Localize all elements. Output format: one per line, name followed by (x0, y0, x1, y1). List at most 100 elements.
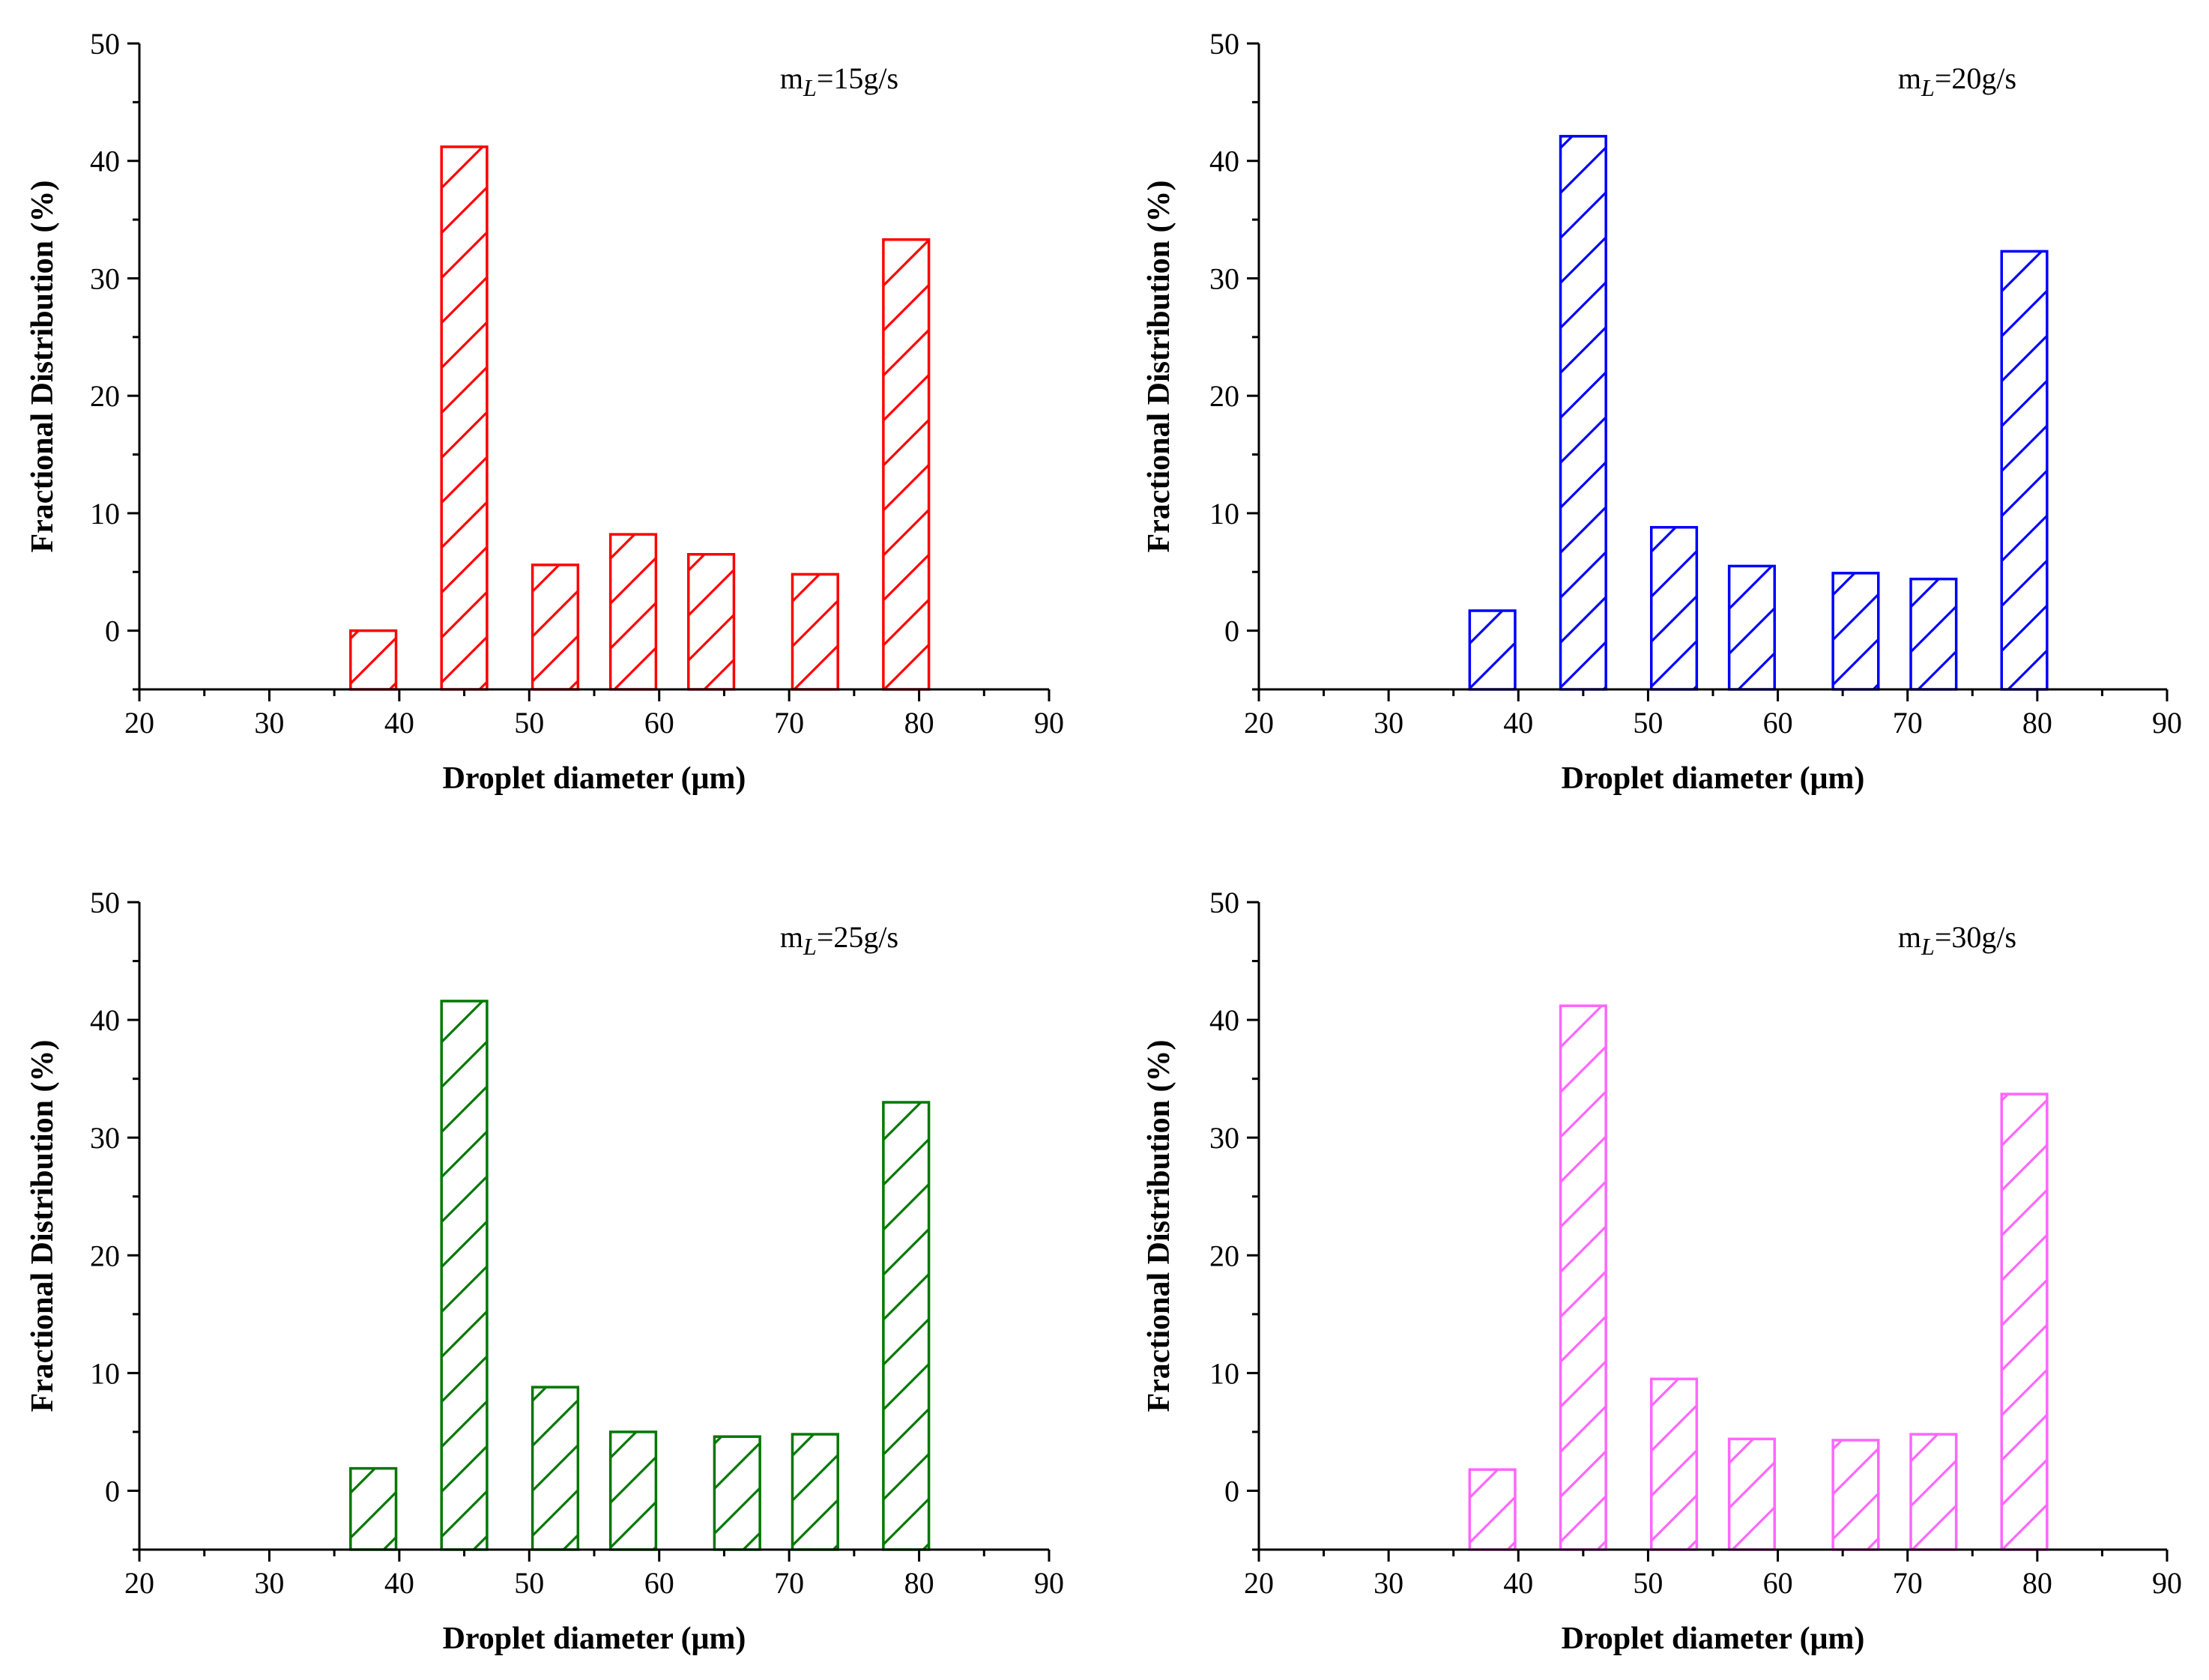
bar-top-right-1 (1559, 135, 1607, 691)
x-tick-label: 50 (514, 1566, 544, 1600)
x-tick-label: 90 (2152, 706, 2182, 740)
panel-label-subscript: L (1921, 74, 1935, 101)
x-tick-label: 20 (1244, 1566, 1274, 1600)
x-tick-label: 80 (2022, 1566, 2052, 1600)
x-tick-label: 60 (1763, 1566, 1793, 1600)
y-tick-label: 50 (1209, 886, 1239, 919)
bar-top-left-1 (440, 145, 489, 691)
bar-bottom-left-2 (531, 1386, 580, 1551)
x-tick-label: 60 (644, 706, 674, 740)
y-axis-title: Fractional Distribution (%) (1142, 181, 1176, 553)
y-tick-label: 50 (90, 886, 120, 919)
bar-top-left-5 (791, 572, 839, 691)
panel-label-prefix: m (780, 920, 803, 954)
y-tick-label: 20 (90, 1239, 120, 1272)
y-tick-label: 30 (90, 1121, 120, 1155)
panel-label-subscript: L (1921, 933, 1935, 960)
panel-label-subscript: L (803, 933, 817, 960)
y-tick-label: 0 (1224, 614, 1239, 648)
panel-label: mL=15g/s (780, 61, 898, 101)
panel-label-prefix: m (1898, 61, 1921, 95)
x-axis-title: Droplet diameter (μm) (1562, 1622, 1865, 1656)
bar-top-left-4 (686, 553, 736, 691)
bar-bottom-left-6 (882, 1101, 931, 1551)
panel-label-prefix: m (1898, 920, 1921, 954)
x-tick-label: 30 (1374, 706, 1403, 740)
x-tick-label: 60 (644, 1566, 674, 1600)
x-tick-label: 50 (1633, 1566, 1663, 1600)
x-tick-label: 60 (1763, 706, 1793, 740)
y-tick-label: 40 (90, 1003, 120, 1037)
bar-bottom-right-3 (1727, 1437, 1776, 1551)
y-tick-label: 0 (105, 1474, 120, 1508)
bar-top-right-5 (1909, 577, 1958, 691)
x-tick-label: 70 (1893, 1566, 1923, 1600)
x-axis-title: Droplet diameter (μm) (1562, 761, 1865, 796)
panel-label: mL=20g/s (1898, 61, 2016, 101)
y-axis-title: Fractional Distribution (%) (25, 181, 60, 553)
bar-bottom-left-1 (440, 1000, 489, 1551)
y-tick-label: 10 (1209, 1356, 1239, 1390)
x-tick-label: 90 (1034, 1566, 1064, 1600)
x-tick-label: 40 (1503, 1566, 1533, 1600)
bar-top-right-4 (1831, 572, 1880, 691)
bar-top-left-2 (531, 563, 580, 691)
bar-bottom-left-0 (349, 1466, 398, 1551)
bar-bottom-right-2 (1650, 1377, 1699, 1551)
x-tick-label: 40 (1503, 706, 1533, 740)
x-tick-label: 30 (1374, 1566, 1403, 1600)
panel-label-prefix: m (780, 61, 803, 95)
y-axis-title: Fractional Distribution (%) (1142, 1040, 1176, 1412)
y-tick-label: 40 (1209, 145, 1239, 178)
bar-bottom-right-6 (2000, 1093, 2049, 1551)
y-tick-label: 40 (90, 145, 120, 178)
y-axis-title: Fractional Distribution (%) (25, 1040, 60, 1412)
x-tick-label: 80 (904, 706, 934, 740)
bar-top-left-0 (349, 629, 398, 691)
x-tick-label: 20 (124, 706, 154, 740)
panel-label-subscript: L (803, 74, 817, 101)
bar-bottom-right-0 (1468, 1468, 1517, 1551)
x-tick-label: 90 (1034, 706, 1064, 740)
x-tick-label: 40 (384, 706, 414, 740)
x-tick-label: 50 (1633, 706, 1663, 740)
y-tick-label: 30 (1209, 262, 1239, 295)
chart-panel-top-right: 20 30 40 50 60 70 80 90 0 10 20 30 40 50 Droplet diame… (1142, 27, 2182, 796)
x-axis-title: Droplet diameter (μm) (443, 1622, 746, 1656)
bar-top-right-6 (2000, 250, 2049, 691)
y-tick-label: 40 (1209, 1003, 1239, 1037)
panel-label-suffix: =30g/s (1935, 920, 2016, 954)
bar-bottom-right-4 (1831, 1439, 1880, 1551)
panel-label-suffix: =15g/s (817, 61, 898, 95)
x-tick-label: 30 (254, 706, 284, 740)
chart-panel-bottom-left: 20 30 40 50 60 70 80 90 0 10 20 30 40 50 Droplet diame… (25, 886, 1064, 1656)
bar-bottom-left-3 (608, 1430, 658, 1551)
bar-top-right-2 (1650, 525, 1699, 691)
panel-label: mL=30g/s (1898, 920, 2016, 960)
bar-top-left-3 (608, 533, 658, 691)
x-tick-label: 80 (904, 1566, 934, 1600)
y-tick-label: 50 (90, 27, 120, 61)
y-tick-label: 30 (1209, 1121, 1239, 1155)
bar-top-right-3 (1727, 564, 1776, 691)
bar-bottom-left-4 (713, 1435, 761, 1551)
x-tick-label: 40 (384, 1566, 414, 1600)
x-tick-label: 70 (1893, 706, 1923, 740)
panel-label-suffix: =25g/s (817, 920, 898, 954)
y-tick-label: 0 (1224, 1474, 1239, 1508)
x-axis-title: Droplet diameter (μm) (443, 761, 746, 796)
x-tick-label: 90 (2152, 1566, 2182, 1600)
bar-bottom-right-5 (1909, 1433, 1958, 1551)
x-tick-label: 70 (774, 1566, 804, 1600)
x-tick-label: 20 (1244, 706, 1274, 740)
bar-bottom-right-1 (1559, 1004, 1607, 1551)
y-tick-label: 10 (90, 497, 120, 531)
chart-panel-top-left: 20 30 40 50 60 70 80 90 0 10 20 30 40 50 Droplet diame… (25, 27, 1064, 796)
y-tick-label: 10 (1209, 497, 1239, 531)
panel-label-suffix: =20g/s (1935, 61, 2016, 95)
y-tick-label: 50 (1209, 27, 1239, 61)
y-tick-label: 10 (90, 1356, 120, 1390)
y-tick-label: 30 (90, 262, 120, 295)
x-tick-label: 70 (774, 706, 804, 740)
bar-top-right-0 (1468, 609, 1517, 691)
